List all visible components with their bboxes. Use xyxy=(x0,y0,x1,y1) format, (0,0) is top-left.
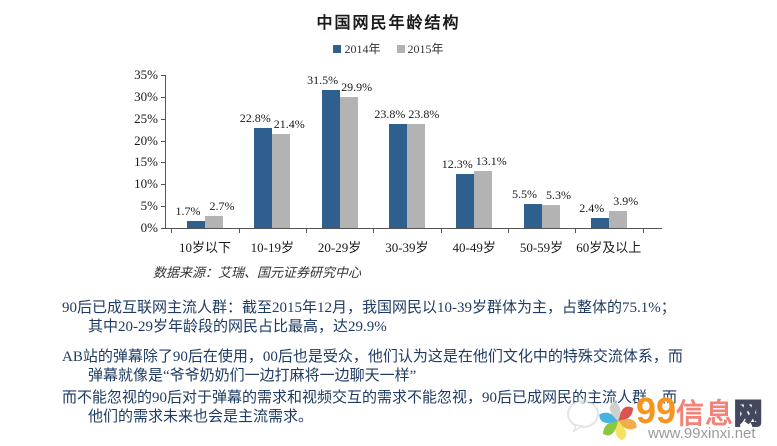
chart-title: 中国网民年龄结构 xyxy=(316,15,461,32)
x-axis-category-label: 50-59岁 xyxy=(519,240,564,255)
paragraph-1: 90后已成互联网主流人群：截至2015年12月，我国网民以10-39岁群体为主，… xyxy=(62,299,762,337)
bar-2015年-10-19岁 xyxy=(272,134,291,228)
y-axis-tick-mark xyxy=(161,75,165,76)
bar-value-label: 23.8% xyxy=(408,106,440,121)
bar-2014年-30-39岁 xyxy=(388,123,407,228)
x-axis-category-label: 10岁以下 xyxy=(178,240,231,255)
x-axis-category-label: 10-19岁 xyxy=(250,240,294,255)
bar-value-label: 1.7% xyxy=(175,203,201,218)
bar-value-label: 31.5% xyxy=(307,73,339,88)
bar-value-label: 21.4% xyxy=(273,117,305,132)
bar-2015年-60岁及以上 xyxy=(608,210,627,228)
bar-value-label: 29.9% xyxy=(341,80,373,95)
y-axis-tick-label: 10% xyxy=(134,176,158,192)
y-axis-tick-label: 30% xyxy=(134,88,158,104)
x-axis-tick-mark xyxy=(507,229,509,233)
y-axis-tick-label: 25% xyxy=(134,110,158,126)
bar-2014年-20-29岁 xyxy=(321,90,340,228)
y-axis-tick-label: 15% xyxy=(134,154,158,170)
x-axis-tick-mark xyxy=(373,229,375,233)
paragraph-2: AB站的弹幕除了90后在使用，00后也是受众，他们认为这是在他们文化中的特殊交流… xyxy=(62,348,762,386)
bar-value-label: 2.4% xyxy=(579,200,605,215)
bar-2015年-10岁以下 xyxy=(205,216,223,228)
legend-swatch-2014 xyxy=(333,44,342,53)
y-axis-tick-mark xyxy=(161,184,165,186)
paragraph-1-line-1: 90后已成互联网主流人群：截至2015年12月，我国网民以10-39岁群体为主，… xyxy=(62,300,676,316)
watermark: 99 信息 网 www.99xinxi.net xyxy=(560,384,774,444)
bar-2015年-30-39岁 xyxy=(406,123,425,228)
x-axis-line xyxy=(165,228,662,229)
bar-2014年-10-19岁 xyxy=(254,128,273,228)
source-note: 数据来源：艾瑞、国元证券研究中心 xyxy=(153,265,362,280)
legend-label-2015: 2015年 xyxy=(407,42,444,56)
paragraph-3-line-1: 而不能忽视的90后对于弹幕的需求和视频交互的需求不能忽视，90后已成网民的主流人… xyxy=(62,390,678,406)
x-axis-tick-mark xyxy=(171,229,173,233)
legend-item-2014: 2014年 xyxy=(333,40,381,57)
legend-label-2014: 2014年 xyxy=(344,42,381,56)
pinwheel-petal xyxy=(618,406,633,421)
speech-bubble-icon xyxy=(567,400,599,432)
y-axis-tick-mark xyxy=(161,228,165,229)
bar-2014年-10岁以下 xyxy=(187,220,205,228)
y-axis-tick-mark xyxy=(161,162,165,164)
watermark-99: 99 xyxy=(636,390,677,431)
bar-value-label: 22.8% xyxy=(239,111,271,126)
y-axis-tick-mark xyxy=(161,206,165,208)
watermark-logo-text: 99 信息 网 xyxy=(636,390,763,432)
pinwheel-petal xyxy=(615,421,627,441)
bar-2014年-50-59岁 xyxy=(523,203,542,228)
watermark-url: www.99xinxi.net xyxy=(648,425,756,442)
x-axis-category-label: 20-29岁 xyxy=(317,240,362,255)
watermark-xinxi: 信息 xyxy=(676,399,735,430)
paragraph-3: 而不能忽视的90后对于弹幕的需求和视频交互的需求不能忽视，90后已成网民的主流人… xyxy=(62,389,762,427)
x-axis-category-label: 30-39岁 xyxy=(385,240,429,255)
x-axis-tick-mark xyxy=(440,229,442,233)
pinwheel-logo-icon xyxy=(599,401,637,441)
y-axis-tick-label: 5% xyxy=(140,198,158,214)
bar-2015年-50-59岁 xyxy=(541,204,560,228)
chart-legend: 2014年 2015年 xyxy=(0,40,777,57)
x-axis-tick-mark xyxy=(306,229,307,233)
y-axis-tick-label: 20% xyxy=(134,132,158,148)
paragraph-2-line-2: 弹幕就像是“爷爷奶奶们一边打麻将一边聊天一样” xyxy=(88,368,417,384)
x-axis-tick-mark xyxy=(238,229,240,233)
y-axis-line xyxy=(165,75,166,228)
bar-2014年-60岁及以上 xyxy=(590,217,609,228)
x-axis-tick-mark xyxy=(642,229,644,233)
y-axis-tick-label: 35% xyxy=(134,67,158,82)
pinwheel-petal xyxy=(599,412,618,423)
y-axis-tick-label: 0% xyxy=(140,220,158,235)
bar-2015年-40-49岁 xyxy=(474,170,493,228)
pinwheel-petal xyxy=(603,421,618,436)
watermark-wang: 网 xyxy=(733,398,763,431)
y-axis-tick-mark xyxy=(161,96,165,98)
bar-value-label: 5.3% xyxy=(546,187,571,202)
pinwheel-petal xyxy=(609,401,621,421)
bar-chart: 0% 5% 10% 15% 20% 25% 30% 35% 1.7% 2.7% 10岁以下 22.8%… xyxy=(134,67,662,255)
bar-value-label: 3.9% xyxy=(613,193,639,208)
x-axis-category-label: 40-49岁 xyxy=(452,240,496,255)
bar-value-label: 13.1% xyxy=(475,153,507,168)
paragraph-1-line-2: 其中20-29岁年龄段的网民占比最高，达29.9% xyxy=(88,319,387,335)
y-axis-tick-mark xyxy=(161,140,165,142)
x-axis-category-label: 60岁及以上 xyxy=(576,240,642,255)
bar-value-label: 2.7% xyxy=(209,199,235,214)
y-axis-tick-mark xyxy=(161,118,165,120)
paragraph-3-line-2: 他们的需求未来也会是主流需求。 xyxy=(88,409,314,425)
paragraph-2-line-1: AB站的弹幕除了90后在使用，00后也是受众，他们认为这是在他们文化中的特殊交流… xyxy=(62,349,683,365)
x-axis-tick-mark xyxy=(575,229,577,233)
legend-item-2015: 2015年 xyxy=(396,40,444,57)
bar-value-label: 12.3% xyxy=(441,157,473,172)
bar-value-label: 5.5% xyxy=(512,186,537,201)
bar-2014年-40-49岁 xyxy=(456,174,475,228)
legend-swatch-2015 xyxy=(396,44,405,53)
bar-2015年-20-29岁 xyxy=(339,97,358,228)
bar-value-label: 23.8% xyxy=(374,106,406,121)
pinwheel-petal xyxy=(618,419,637,430)
